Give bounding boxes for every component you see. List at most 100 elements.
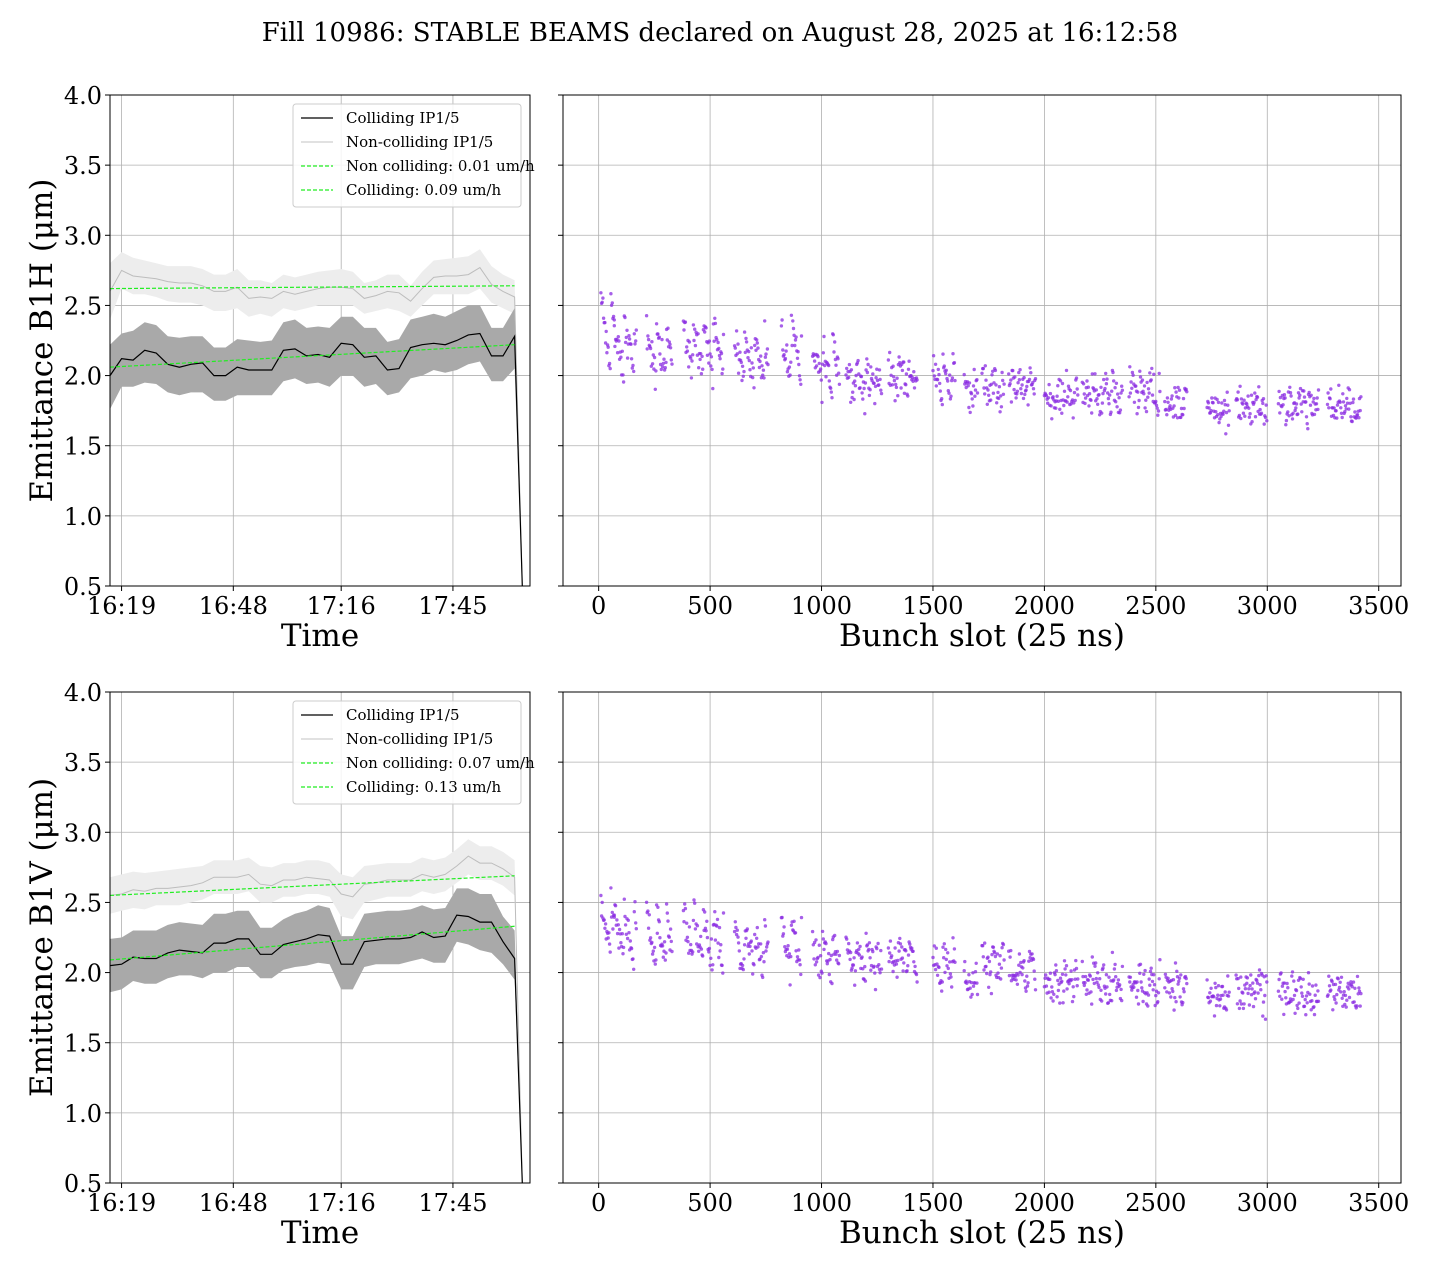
scatter-point — [785, 947, 790, 951]
scatter-point — [1249, 973, 1253, 977]
scatter-point — [982, 386, 986, 390]
x-tick-label: 2500 — [1125, 592, 1186, 620]
scatter-point — [1097, 985, 1101, 990]
scatter-point — [814, 938, 818, 942]
scatter-point — [872, 381, 876, 385]
scatter-point — [624, 932, 628, 936]
scatter-point — [1086, 385, 1091, 389]
scatter-point — [697, 949, 701, 953]
scatter-point — [763, 924, 768, 928]
scatter-point — [1206, 995, 1211, 1000]
scatter-point — [1342, 990, 1346, 994]
scatter-point — [1047, 382, 1051, 387]
scatter-point — [875, 367, 879, 371]
scatter-point — [1136, 988, 1140, 993]
scatter-point — [616, 923, 620, 927]
y-tick-label: 1.5 — [64, 433, 102, 461]
scatter-point — [867, 947, 871, 952]
scatter-point — [1110, 389, 1114, 393]
scatter-point — [874, 376, 878, 380]
non_colliding-fit-line — [110, 285, 515, 290]
scatter-point — [758, 957, 762, 961]
scatter-point — [1113, 962, 1117, 967]
scatter-point — [754, 348, 758, 352]
scatter-point — [1165, 990, 1169, 994]
scatter-point — [981, 944, 985, 948]
scatter-point — [1157, 977, 1161, 981]
scatter-point — [1152, 973, 1156, 977]
scatter-point — [1350, 985, 1354, 989]
scatter-point — [856, 358, 860, 363]
scatter-point — [1235, 398, 1240, 402]
scatter-point — [962, 969, 966, 973]
scatter-point — [1100, 999, 1104, 1003]
scatter-point — [1064, 368, 1069, 373]
scatter-point — [1257, 973, 1261, 978]
scatter-point — [999, 405, 1004, 409]
scatter-point — [900, 956, 905, 960]
scatter-point — [832, 350, 836, 354]
scatter-point — [1061, 1001, 1065, 1005]
scatter-point — [1280, 997, 1284, 1001]
scatter-point — [1093, 964, 1097, 968]
scatter-point — [721, 367, 725, 371]
scatter-point — [1033, 377, 1038, 381]
scatter-point — [1283, 396, 1287, 400]
scatter-point — [647, 913, 651, 917]
scatter-point — [1069, 969, 1073, 973]
scatter-point — [1310, 999, 1314, 1003]
scatter-point — [828, 957, 832, 962]
scatter-point — [743, 350, 747, 355]
scatter-point — [934, 384, 938, 388]
scatter-point — [699, 352, 703, 356]
scatter-point — [653, 387, 657, 391]
scatter-point — [1334, 409, 1338, 413]
scatter-point — [814, 960, 819, 964]
scatter-point — [962, 372, 966, 377]
scatter-point — [1263, 1017, 1268, 1021]
scatter-point — [658, 352, 662, 356]
scatter-point — [719, 351, 724, 356]
scatter-point — [986, 955, 990, 959]
scatter-point — [1302, 1004, 1307, 1008]
scatter-point — [613, 904, 618, 908]
scatter-point — [818, 975, 822, 980]
scatter-point — [1015, 982, 1020, 986]
x-tick-label: 17:45 — [418, 1189, 487, 1217]
scatter-point — [1297, 1001, 1301, 1005]
scatter-point — [1060, 381, 1065, 386]
scatter-point — [1056, 978, 1060, 983]
legend-label: Colliding IP1/5 — [346, 706, 460, 724]
scatter-point — [1261, 397, 1266, 401]
scatter-point — [1237, 986, 1241, 991]
scatter-point — [1247, 406, 1251, 410]
scatter-point — [1017, 378, 1022, 382]
scatter-point — [1263, 993, 1267, 998]
scatter-point — [1293, 1011, 1297, 1015]
scatter-point — [634, 328, 638, 332]
scatter-point — [612, 915, 616, 919]
scatter-point — [623, 340, 628, 345]
scatter-point — [1086, 978, 1091, 982]
scatter-point — [1011, 368, 1015, 373]
scatter-point — [1280, 984, 1285, 988]
scatter-point — [1056, 988, 1061, 993]
scatter-point — [878, 377, 882, 382]
scatter-point — [986, 388, 990, 392]
scatter-point — [1083, 396, 1088, 400]
scatter-point — [1185, 390, 1189, 394]
scatter-point — [1148, 983, 1152, 987]
scatter-point — [1099, 988, 1103, 992]
scatter-point — [831, 937, 835, 942]
scatter-point — [799, 972, 803, 977]
scatter-point — [755, 925, 759, 930]
scatter-point — [1332, 995, 1336, 999]
scatter-point — [670, 949, 674, 954]
scatter-point — [1016, 381, 1020, 385]
scatter-point — [650, 340, 654, 344]
scatter-point — [1128, 980, 1132, 984]
scatter-point — [1156, 413, 1160, 417]
scatter-point — [710, 367, 714, 372]
scatter-point — [878, 971, 882, 975]
scatter-point — [967, 405, 971, 410]
